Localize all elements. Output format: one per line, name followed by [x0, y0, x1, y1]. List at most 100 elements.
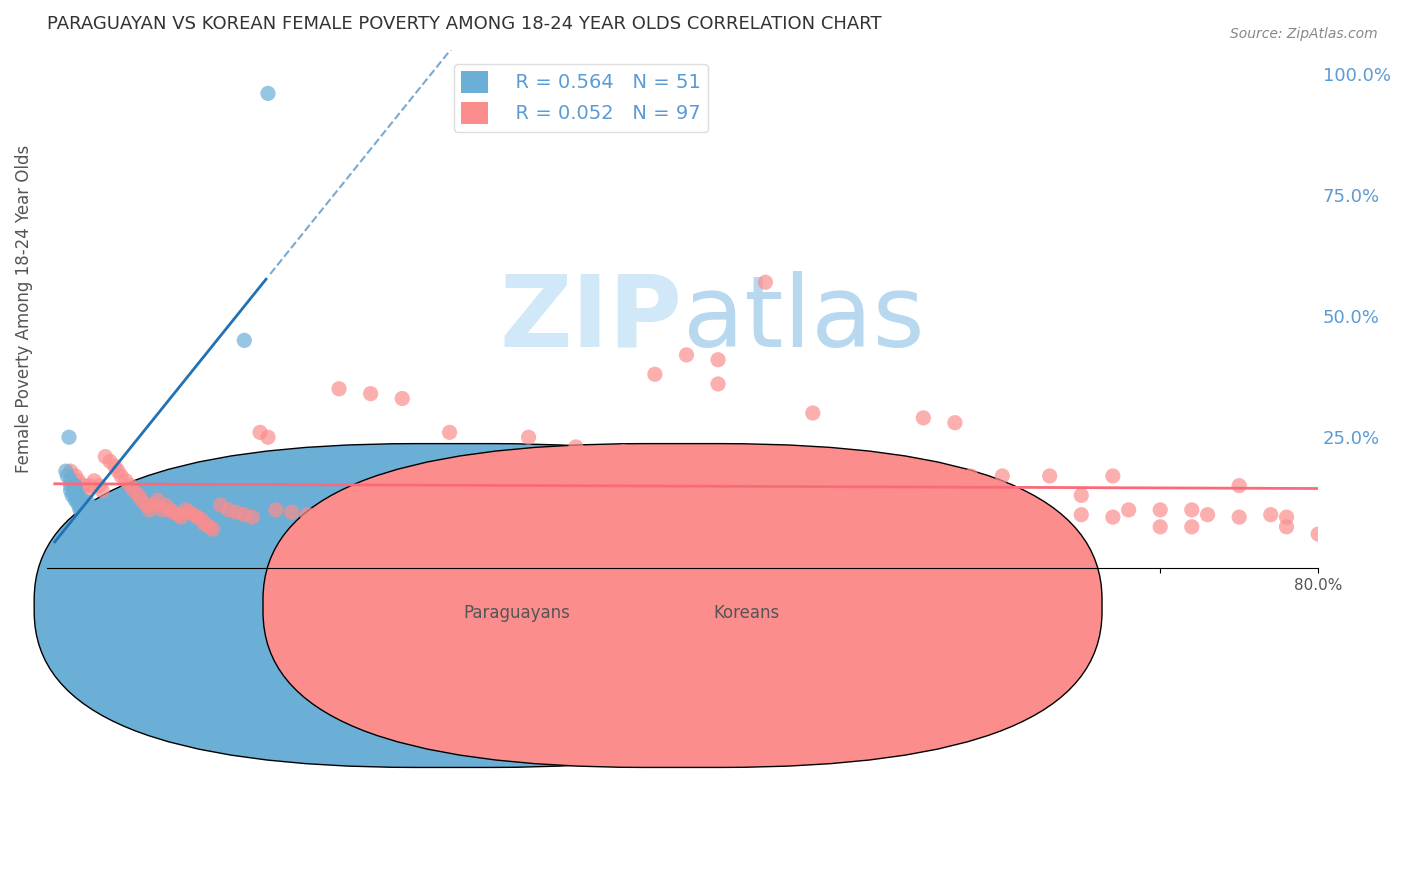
Point [79, 500, 101, 515]
Point [959, 469, 981, 483]
Point [834, 503, 856, 517]
Point [84, 505, 107, 519]
Point [138, 503, 160, 517]
Point [59, 483, 82, 498]
Point [596, 493, 619, 508]
Point [69, 498, 91, 512]
Point [131, 493, 153, 508]
Point [59, 464, 82, 478]
Point [73, 498, 96, 512]
Point [249, 425, 271, 440]
Point [1070, 508, 1092, 522]
Point [107, 510, 129, 524]
Point [75, 498, 97, 512]
Point [75, 503, 97, 517]
Point [1101, 510, 1123, 524]
Point [644, 495, 666, 509]
Point [991, 503, 1014, 517]
Point [73, 503, 96, 517]
Point [565, 440, 588, 454]
Point [62, 478, 84, 492]
Point [82, 500, 104, 515]
Point [1181, 503, 1204, 517]
Point [83, 474, 105, 488]
FancyBboxPatch shape [34, 443, 873, 767]
Point [91, 483, 114, 498]
Point [943, 416, 966, 430]
Point [1070, 488, 1092, 502]
Point [65, 469, 87, 483]
Point [104, 512, 127, 526]
Point [644, 368, 666, 382]
Point [233, 334, 256, 348]
Point [70, 503, 93, 517]
Point [360, 386, 382, 401]
Point [707, 352, 730, 367]
Point [233, 508, 256, 522]
Point [801, 406, 824, 420]
Point [60, 488, 83, 502]
Point [517, 488, 540, 502]
Point [96, 508, 118, 522]
Point [93, 505, 115, 519]
Point [1101, 469, 1123, 483]
Point [1227, 478, 1250, 492]
Point [87, 478, 110, 492]
Point [328, 382, 350, 396]
Point [190, 512, 212, 526]
Point [167, 508, 190, 522]
Point [77, 503, 100, 517]
Text: atlas: atlas [682, 271, 924, 368]
Point [1275, 510, 1298, 524]
Point [1308, 527, 1330, 541]
FancyBboxPatch shape [263, 443, 1102, 767]
Point [1022, 508, 1045, 522]
Point [754, 275, 776, 289]
Point [1275, 520, 1298, 534]
Point [72, 503, 94, 517]
Point [162, 505, 184, 519]
Point [257, 430, 280, 444]
Point [170, 510, 193, 524]
Point [72, 493, 94, 508]
Point [65, 488, 87, 502]
Point [94, 450, 117, 464]
Point [240, 510, 263, 524]
Point [1260, 508, 1282, 522]
Point [122, 520, 145, 534]
Point [110, 469, 132, 483]
Point [65, 478, 87, 492]
Point [91, 503, 114, 517]
Point [1197, 508, 1219, 522]
Point [218, 503, 240, 517]
Point [72, 478, 94, 492]
Point [1149, 520, 1171, 534]
Point [66, 493, 89, 508]
Point [1022, 527, 1045, 541]
Point [707, 376, 730, 391]
Point [58, 430, 80, 444]
Point [122, 483, 145, 498]
Point [391, 392, 413, 406]
Point [67, 474, 90, 488]
Point [150, 503, 173, 517]
Point [146, 493, 169, 508]
Legend:   R = 0.564   N = 51,   R = 0.052   N = 97: R = 0.564 N = 51, R = 0.052 N = 97 [454, 64, 707, 132]
Point [328, 510, 350, 524]
Point [87, 503, 110, 517]
Point [75, 483, 97, 498]
Point [198, 520, 221, 534]
Point [69, 503, 91, 517]
Point [770, 503, 793, 517]
Point [612, 444, 634, 458]
Point [155, 498, 177, 512]
Text: PARAGUAYAN VS KOREAN FEMALE POVERTY AMONG 18-24 YEAR OLDS CORRELATION CHART: PARAGUAYAN VS KOREAN FEMALE POVERTY AMON… [46, 15, 882, 33]
Point [1181, 520, 1204, 534]
Point [65, 483, 87, 498]
Point [517, 430, 540, 444]
Point [1118, 503, 1140, 517]
Point [1039, 469, 1062, 483]
Point [86, 503, 108, 517]
Point [59, 478, 82, 492]
Point [59, 474, 82, 488]
